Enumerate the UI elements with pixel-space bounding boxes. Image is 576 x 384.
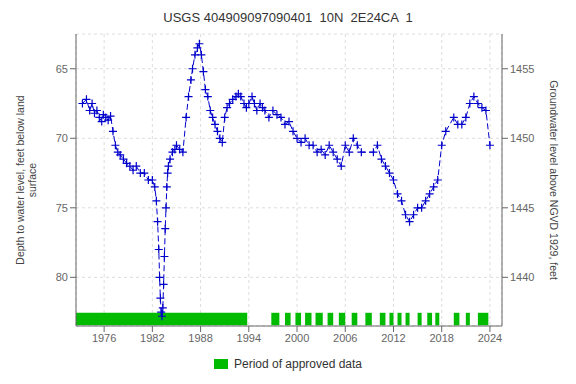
svg-text:1450: 1450 — [510, 132, 534, 144]
svg-text:1445: 1445 — [510, 202, 534, 214]
svg-text:1988: 1988 — [188, 332, 212, 344]
svg-text:2006: 2006 — [333, 332, 357, 344]
svg-text:surface: surface — [26, 163, 38, 198]
svg-text:1440: 1440 — [510, 271, 534, 283]
svg-text:65: 65 — [56, 63, 68, 75]
svg-text:2012: 2012 — [381, 332, 405, 344]
svg-text:Depth to water level, feet bel: Depth to water level, feet below land — [14, 95, 26, 264]
svg-text:80: 80 — [56, 271, 68, 283]
svg-text:2000: 2000 — [285, 332, 309, 344]
svg-text:1455: 1455 — [510, 63, 534, 75]
svg-text:75: 75 — [56, 202, 68, 214]
svg-text:1976: 1976 — [92, 332, 116, 344]
html-text:Period of approved data: Period of approved data — [234, 357, 362, 371]
svg-text:2018: 2018 — [429, 332, 453, 344]
svg-text:1994: 1994 — [237, 332, 261, 344]
svg-text:70: 70 — [56, 132, 68, 144]
svg-text:2024: 2024 — [478, 332, 502, 344]
html-text:USGS 404909097090401 10N 2E24C: USGS 404909097090401 10N 2E24CA 1 — [163, 10, 413, 25]
svg-text:Groundwater level above NGVD 1: Groundwater level above NGVD 1929, feet — [548, 80, 560, 280]
svg-text:1982: 1982 — [140, 332, 164, 344]
